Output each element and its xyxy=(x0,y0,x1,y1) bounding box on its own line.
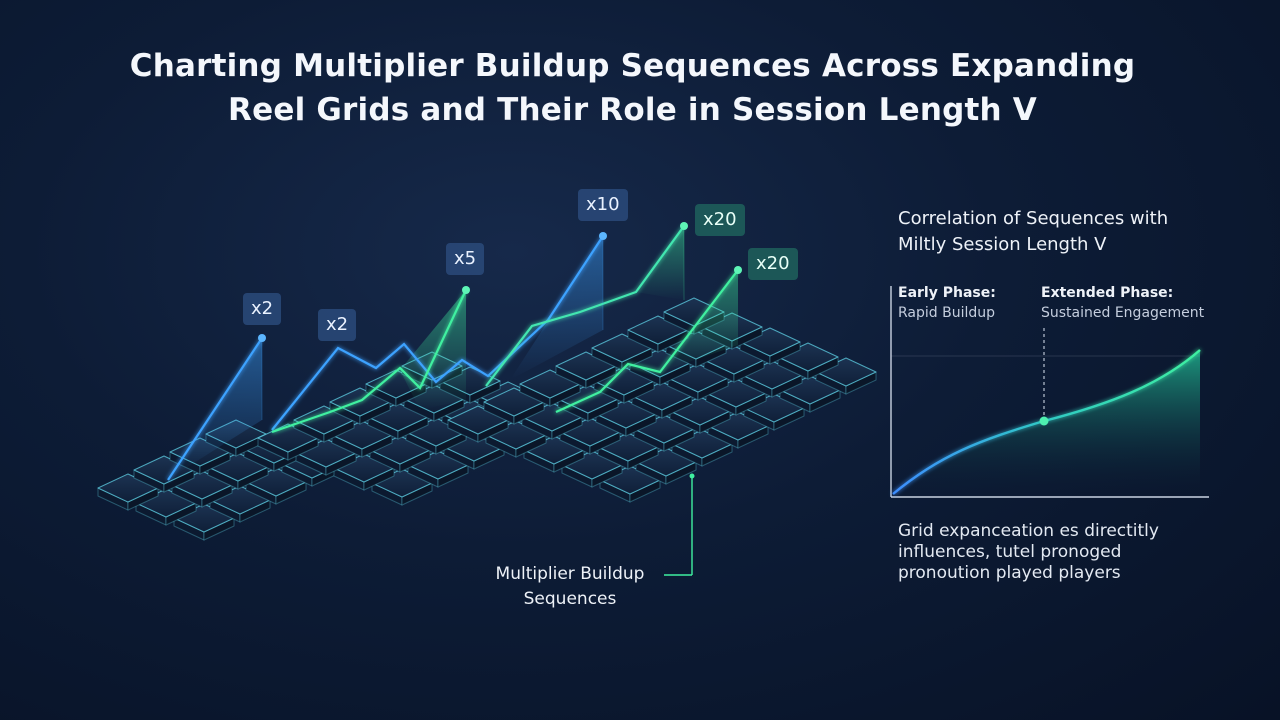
x10-peak-dot xyxy=(599,232,607,240)
x20-peak-dot-b xyxy=(734,266,742,274)
insight-line3: pronoution played players xyxy=(898,563,1121,583)
multiplier-traces xyxy=(167,222,742,481)
side-title-line1: Correlation of Sequences with xyxy=(898,208,1169,229)
extended-phase-label: Extended Phase: Sustained Engagement xyxy=(1041,283,1204,323)
sequence-green-trace-b xyxy=(485,225,685,387)
page-title-line1: Charting Multiplier Buildup Sequences Ac… xyxy=(129,48,1136,84)
x5-spike-area xyxy=(400,290,466,410)
x20-peak-dot-a xyxy=(680,222,688,230)
extended-phase-title: Extended Phase: xyxy=(1041,285,1174,301)
x20-spike-area-a xyxy=(636,226,684,300)
extended-phase-subtitle: Sustained Engagement xyxy=(1041,305,1205,321)
insight-text: Grid expanceation es directitly influenc… xyxy=(898,521,1258,584)
x2-peak-dot xyxy=(258,334,266,342)
x5-peak-dot xyxy=(462,286,470,294)
multiplier-badge-x2-a: x2 xyxy=(243,293,282,325)
callout-line1: Multiplier Buildup xyxy=(495,564,645,584)
sequence-green-trace-a xyxy=(271,289,467,434)
sequence-blue-trace xyxy=(271,235,604,431)
early-phase-label: Early Phase: Rapid Buildup xyxy=(898,283,996,323)
session-length-chart xyxy=(890,286,1209,498)
callout-leader xyxy=(664,473,695,576)
multiplier-badge-x20-a: x20 xyxy=(695,204,745,236)
page-title: Charting Multiplier Buildup Sequences Ac… xyxy=(0,44,1265,132)
multiplier-buildup-callout: Multiplier Buildup Sequences xyxy=(460,562,680,612)
multiplier-badge-x5: x5 xyxy=(446,243,485,275)
insight-line2: influences, tutel pronoged xyxy=(898,542,1122,562)
callout-line2: Sequences xyxy=(523,589,617,609)
multiplier-badge-x20-b: x20 xyxy=(748,248,798,280)
multiplier-badge-x10: x10 xyxy=(578,189,628,221)
side-title-line2: Miltly Session Length V xyxy=(898,234,1107,255)
sequence-green-trace-c xyxy=(555,269,739,414)
x2-blue-trace xyxy=(167,337,263,481)
reel-tile xyxy=(519,369,581,407)
multiplier-badge-x2-b: x2 xyxy=(318,309,357,341)
page-title-line2: Reel Grids and Their Role in Session Len… xyxy=(228,92,1037,128)
phase-transition-dot xyxy=(1039,416,1049,426)
side-panel-title: Correlation of Sequences with Miltly Ses… xyxy=(898,206,1258,258)
insight-line1: Grid expanceation es directitly xyxy=(898,521,1159,541)
early-phase-title: Early Phase: xyxy=(898,285,996,301)
early-phase-subtitle: Rapid Buildup xyxy=(898,305,996,321)
